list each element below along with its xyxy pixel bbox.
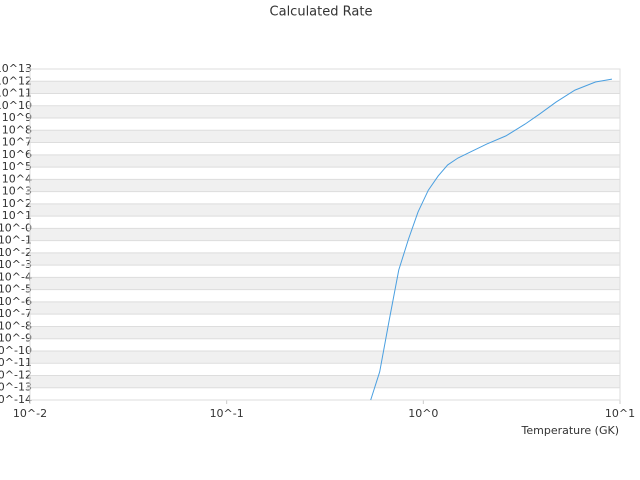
y-tick-label: 10^9 [2,111,32,124]
y-tick-label: 10^-12 [0,368,32,381]
grid-band [30,105,620,119]
grid-band [30,350,620,364]
grid-band [30,375,620,388]
x-tick-label: 10^0 [408,407,438,420]
y-tick-label: 10^-3 [0,258,32,271]
y-tick-label: 10^7 [2,136,32,149]
y-tick-label: 10^-2 [0,246,32,259]
y-tick-label: 10^-4 [0,270,32,283]
x-tick-label: 10^-1 [210,407,244,420]
y-tick-label: 10^-1 [0,234,32,247]
y-tick-label: 10^2 [2,197,32,210]
x-tick-label: 10^-2 [13,407,47,420]
y-tick-label: 10^4 [2,172,32,185]
chart-title: Calculated Rate [270,5,373,20]
y-tick-label: 10^11 [0,87,32,100]
grid-band [30,81,620,94]
grid-band [30,301,620,315]
y-tick-label: 10^-0 [0,221,32,234]
y-tick-label: 10^3 [2,185,32,198]
y-tick-label: 10^-8 [0,319,32,332]
y-tick-label: 10^-7 [0,307,32,320]
grid-band [30,252,620,266]
grid-band [30,154,620,168]
x-tick-label: 10^1 [605,407,635,420]
y-tick-label: 10^-6 [0,295,32,308]
grid-band [30,326,620,339]
y-tick-label: 10^8 [2,123,32,136]
data-line [370,78,613,401]
y-tick-label: 10^-10 [0,344,32,357]
y-tick-label: 10^-5 [0,283,32,296]
y-tick-label: 10^-11 [0,356,32,369]
grid-band [30,179,620,192]
grid [30,68,620,401]
y-tick-label: 10^-14 [0,393,32,406]
grid-band [30,277,620,290]
y-tick-label: 10^5 [2,160,32,173]
x-axis-label: Temperature (GK) [521,424,620,437]
y-tick-label: 10^1 [2,209,32,222]
grid-band [30,130,620,143]
y-tick-label: 10^10 [0,99,32,112]
y-tick-label: 10^12 [0,74,32,87]
y-tick-label: 10^13 [0,62,32,75]
grid-band [30,203,620,217]
grid-band [30,228,620,241]
y-tick-label: 10^6 [2,148,32,161]
plot-frame [29,68,621,401]
y-tick-label: 10^-13 [0,381,32,394]
y-tick-label: 10^-9 [0,332,32,345]
